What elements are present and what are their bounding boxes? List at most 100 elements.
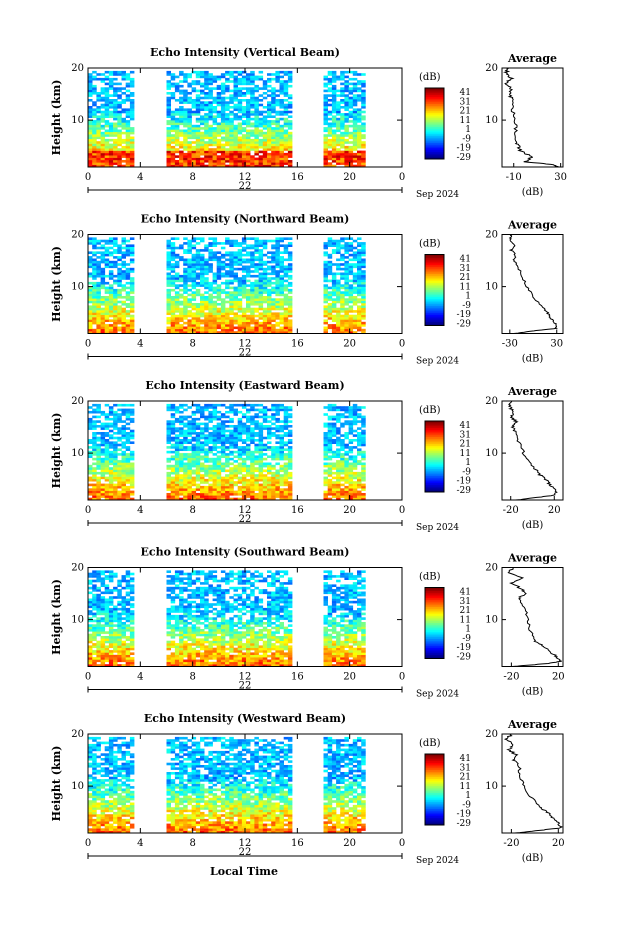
heatmap-cell [121,92,126,95]
heatmap-cell [237,124,243,128]
heatmap-cell [241,462,247,466]
colorbar-swatch [425,144,444,148]
heatmap-cell [174,260,180,264]
heatmap-cell [179,314,184,318]
heatmap-cell [267,476,272,480]
heatmap-cell [92,293,97,297]
heatmap-cell [220,157,226,161]
heatmap-cell [246,284,251,287]
heatmap-cell [183,237,188,240]
heatmap-cell [170,267,176,271]
heatmap-cell [121,478,126,482]
heatmap-cell [100,124,106,128]
heatmap-cell [208,258,213,262]
heatmap-cell [125,143,131,147]
heatmap-cell [267,312,272,315]
heatmap-cell [92,160,97,163]
heatmap-cell [229,239,234,243]
month-label: Sep 2024 [416,190,459,200]
heatmap-cell [246,141,251,144]
heatmap-cell [246,485,251,489]
heatmap-cell [344,277,349,280]
heatmap-cell [187,246,192,250]
heatmap-cell [108,474,114,477]
heatmap-cell [287,127,293,130]
heatmap-cell [279,267,284,271]
heatmap-cell [125,244,131,247]
heatmap-cell [170,310,176,313]
heatmap-cell [225,497,230,501]
heatmap-cell [117,143,122,147]
heatmap-cell [262,246,268,250]
heatmap-cell [237,434,243,437]
heatmap-cell [113,467,118,470]
heatmap-cell [117,277,122,280]
heatmap-cell [250,117,255,121]
heatmap-cell [208,89,213,93]
heatmap-cell [262,288,268,292]
heatmap-cell [344,242,349,245]
heatmap-cell [331,462,337,466]
heatmap-cell [327,439,333,442]
heatmap-cell [336,251,341,254]
heatmap-cell [129,474,135,477]
heatmap-cell [241,162,247,165]
heatmap-cell [108,270,114,273]
heatmap-cell [121,101,126,104]
heatmap-cell [287,307,293,311]
heatmap-cell [212,162,218,165]
heatmap-cell [191,129,197,133]
heatmap-cell [246,117,251,121]
heatmap-cell [170,265,176,269]
heatmap-cell [92,488,97,491]
heatmap-cell [208,80,213,83]
heatmap-cell [191,256,197,259]
heatmap-cell [262,82,268,86]
heatmap-cell [246,448,251,451]
heatmap-cell [92,469,97,473]
heatmap-cell [287,303,293,306]
heatmap-cell [191,274,197,278]
heatmap-cell [233,115,238,118]
heatmap-cell [344,328,349,332]
heatmap-cell [241,429,247,433]
heatmap-cell [340,469,345,473]
heatmap-cell [241,246,247,250]
heatmap-cell [121,413,126,416]
heatmap-cell [275,493,280,496]
heatmap-cell [96,408,101,412]
heatmap-cell [262,150,268,154]
heatmap-cell [125,277,131,280]
heatmap-cell [100,488,106,491]
heatmap-cell [208,490,213,494]
colorbar-swatch [425,134,444,137]
heatmap-cell [323,138,328,142]
heatmap-cell [104,260,110,264]
heatmap-cell [225,237,230,240]
heatmap-cell [246,160,251,163]
heatmap-cell [212,490,218,494]
heatmap-cell [100,312,106,315]
heatmap-cell [117,453,122,456]
heatmap-cell [348,134,354,137]
heatmap-cell [254,84,259,88]
heatmap-cell [108,408,114,412]
heatmap-cell [241,120,247,123]
heatmap-cell [340,117,345,121]
heatmap-cell [229,272,234,276]
heatmap-cell [344,310,349,313]
heatmap-cell [254,415,259,419]
heatmap-cell [323,129,328,133]
heatmap-cell [92,260,97,264]
heatmap-cell [200,148,205,151]
heatmap-cell [225,415,230,419]
heatmap-cell [348,328,354,332]
heatmap-cell [96,490,101,494]
heatmap-cell [267,267,272,271]
heatmap-cell [200,115,205,118]
heatmap-cell [348,92,354,95]
heatmap-cell [357,310,362,313]
heatmap-cell [216,274,222,278]
heatmap-cell [117,120,122,123]
heatmap-cell [348,263,354,266]
